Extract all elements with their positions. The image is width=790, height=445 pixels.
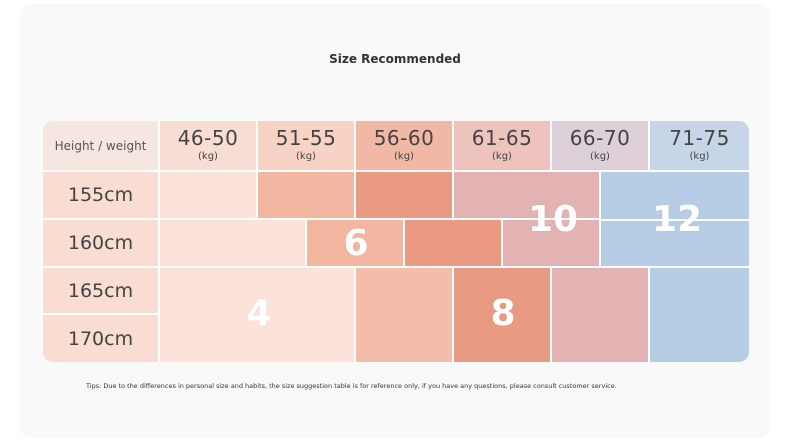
size-6-cell [258, 172, 356, 220]
size-10-cell [503, 220, 601, 268]
size-6-cell [356, 172, 454, 220]
size-label-8: 8 [490, 293, 516, 334]
weight-unit: (kg) [590, 151, 610, 162]
weight-header-4: 61-65 (kg) [454, 121, 552, 172]
height-value: 170cm [67, 327, 134, 350]
height-value: 155cm [67, 184, 134, 206]
size-10-cell [454, 172, 601, 220]
weight-range: 56-60 [373, 126, 435, 150]
size-label-12: 12 [651, 199, 703, 240]
height-label-170: 170cm [43, 315, 160, 362]
weight-unit: (kg) [689, 151, 710, 162]
height-label-155: 155cm [43, 172, 160, 220]
height-label-165: 165cm [43, 268, 160, 315]
weight-range: 61-65 [471, 126, 533, 150]
height-label-160: 160cm [43, 220, 160, 268]
weight-range: 46-50 [177, 126, 239, 150]
size-8-cell [454, 268, 552, 362]
weight-unit: (kg) [394, 151, 414, 162]
size-6-cell [405, 220, 503, 268]
size-table: Height / weight 46-50 (kg) 51-55 (kg) 56… [43, 121, 749, 362]
tip-note: Tips: Due to the differences in personal… [86, 382, 617, 390]
size-8-cell [356, 268, 454, 362]
size-6-cell [307, 220, 405, 268]
height-value: 165cm [67, 279, 134, 302]
size-12-cell [650, 268, 749, 362]
size-12-divider [601, 219, 749, 221]
weight-range: 71-75 [669, 126, 730, 150]
chart-title: Size Recommended [329, 52, 461, 66]
size-8-cell [552, 268, 650, 362]
weight-header-6: 71-75 (kg) [650, 121, 749, 172]
weight-header-2: 51-55 (kg) [258, 121, 356, 172]
corner-header: Height / weight [43, 121, 160, 172]
weight-unit: (kg) [198, 151, 218, 162]
weight-unit: (kg) [492, 151, 512, 162]
weight-header-1: 46-50 (kg) [160, 121, 258, 172]
size-label-6: 6 [343, 223, 369, 264]
weight-header-5: 66-70 (kg) [552, 121, 650, 172]
corner-label: Height / weight [54, 138, 147, 153]
size-4-cell [160, 220, 307, 268]
size-4-cell [160, 172, 258, 220]
height-value: 160cm [67, 232, 134, 254]
weight-header-3: 56-60 (kg) [356, 121, 454, 172]
weight-range: 66-70 [569, 126, 631, 150]
size-4-cell [160, 268, 356, 362]
size-label-10: 10 [527, 199, 579, 240]
size-label-4: 4 [246, 293, 272, 334]
weight-unit: (kg) [296, 151, 316, 162]
weight-range: 51-55 [275, 126, 337, 150]
